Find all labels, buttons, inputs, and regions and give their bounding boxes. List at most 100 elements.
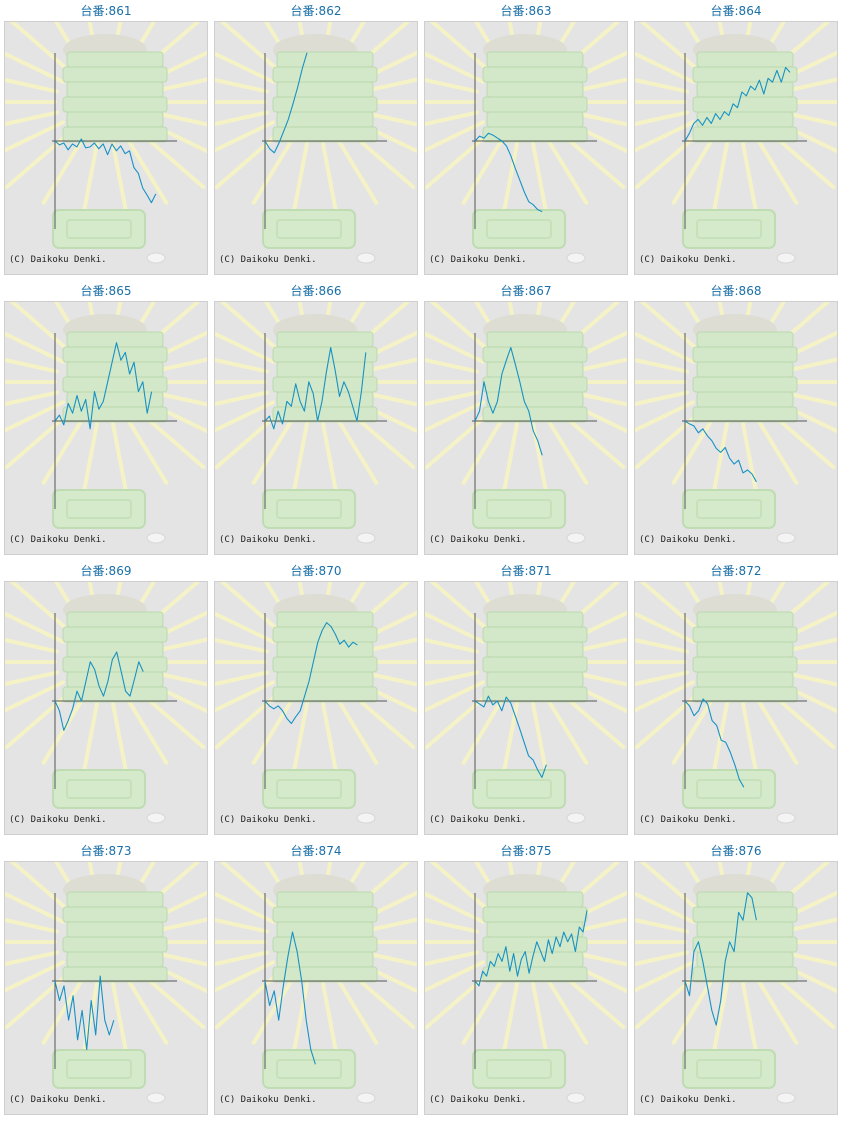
- sun-ray: [530, 417, 549, 496]
- tray-inner: [66, 1059, 132, 1079]
- box-stack-layer: [486, 111, 584, 128]
- box-stack-layer: [692, 936, 798, 953]
- graph-panel: (C) Daikoku Denki.: [214, 301, 418, 555]
- machine-number-title: 台番:874: [290, 844, 342, 858]
- box-stack-layer: [276, 891, 374, 908]
- sun-ray: [215, 357, 270, 374]
- sun-ray: [753, 974, 800, 1047]
- box-stack-layer: [482, 376, 588, 393]
- sun-ray: [635, 110, 690, 127]
- tray-inner: [696, 779, 762, 799]
- machine-number-title: 台番:865: [80, 284, 132, 298]
- sun-ray: [740, 697, 759, 776]
- coin-icon: [566, 1092, 586, 1104]
- sun-ray: [425, 110, 480, 127]
- box-stack-layer: [66, 921, 164, 938]
- copyright-credit: (C) Daikoku Denki.: [639, 815, 737, 825]
- box-stack-layer: [276, 671, 374, 688]
- machine-graph-card: 台番:872 (C) Daikoku Denki.: [634, 560, 838, 836]
- payout-series-line: [54, 651, 144, 731]
- sun-ray: [780, 77, 837, 94]
- machine-number-title: 台番:866: [290, 284, 342, 298]
- sun-ray: [425, 400, 485, 433]
- payout-series-line: [474, 910, 588, 987]
- box-stack-layer: [272, 686, 378, 703]
- sun-ray: [635, 611, 695, 644]
- payout-graph: [5, 302, 207, 544]
- sun-ray: [9, 582, 75, 636]
- sun-ray: [543, 414, 590, 487]
- coin-icon: [356, 252, 376, 264]
- sun-ray: [40, 134, 87, 207]
- background-illustration: [425, 582, 627, 824]
- box-stack-layer: [276, 331, 374, 348]
- tray-inner: [486, 219, 552, 239]
- coin-icon: [776, 252, 796, 264]
- sun-ray: [635, 891, 695, 924]
- machine-graph-card: 台番:869 (C) Daikoku Denki.: [4, 560, 208, 836]
- sun-ray: [5, 950, 60, 967]
- box-stack-layer: [272, 126, 378, 143]
- tray-inner: [486, 779, 552, 799]
- sun-ray: [150, 950, 207, 967]
- sun-ray: [320, 697, 339, 776]
- box-stack-layer: [692, 376, 798, 393]
- sun-ray: [429, 862, 495, 916]
- coin-icon: [146, 1092, 166, 1104]
- sun-ray: [711, 137, 730, 216]
- box-stack-layer: [696, 331, 794, 348]
- copyright-credit: (C) Daikoku Denki.: [429, 1095, 527, 1105]
- machine-number-title: 台番:862: [290, 4, 342, 18]
- box-stack-layer: [696, 921, 794, 938]
- sun-ray: [40, 414, 87, 487]
- sun-ray: [570, 77, 627, 94]
- sun-ray: [5, 968, 75, 1030]
- copyright-credit: (C) Daikoku Denki.: [9, 535, 107, 545]
- machine-number-title: 台番:876: [710, 844, 762, 858]
- sun-ray: [639, 22, 705, 76]
- background-illustration: [215, 302, 417, 544]
- sun-ray: [360, 77, 417, 94]
- box-stack-layer: [62, 126, 168, 143]
- sun-ray: [215, 110, 270, 127]
- sun-ray: [250, 974, 297, 1047]
- box-stack-layer: [66, 51, 164, 68]
- sun-ray: [425, 917, 480, 934]
- sun-ray: [215, 120, 275, 153]
- box-stack-layer: [692, 656, 798, 673]
- box-stack-layer: [276, 951, 374, 968]
- box-stack-layer: [696, 641, 794, 658]
- box-stack-layer: [272, 346, 378, 363]
- sun-ray: [635, 637, 690, 654]
- box-stack-layer: [62, 966, 168, 983]
- box-stack-layer: [272, 626, 378, 643]
- copyright-credit: (C) Daikoku Denki.: [219, 1095, 317, 1105]
- coin-icon: [146, 252, 166, 264]
- coin-icon: [146, 532, 166, 544]
- copyright-credit: (C) Daikoku Denki.: [429, 815, 527, 825]
- tray-inner: [696, 499, 762, 519]
- box-stack-layer: [482, 686, 588, 703]
- machine-graph-card: 台番:873 (C) Daikoku Denki.: [4, 840, 208, 1116]
- sun-ray: [215, 688, 285, 750]
- box-stack-layer: [692, 66, 798, 83]
- sun-ray: [460, 694, 507, 767]
- sun-ray: [570, 637, 627, 654]
- coin-icon: [356, 532, 376, 544]
- box-stack-layer: [482, 656, 588, 673]
- sun-ray: [425, 950, 480, 967]
- sun-ray: [635, 331, 695, 364]
- box-stack-layer: [272, 906, 378, 923]
- sun-ray: [543, 694, 590, 767]
- graph-panel: (C) Daikoku Denki.: [424, 581, 628, 835]
- background-illustration: [215, 862, 417, 1104]
- sun-ray: [425, 688, 495, 750]
- payout-series-line: [684, 698, 745, 788]
- sun-ray: [291, 137, 310, 216]
- payout-graph: [215, 862, 417, 1104]
- copyright-credit: (C) Daikoku Denki.: [429, 535, 527, 545]
- sun-ray: [501, 417, 520, 496]
- background-illustration: [5, 582, 207, 824]
- box-stack-layer: [692, 346, 798, 363]
- machine-graph-card: 台番:870 (C) Daikoku Denki.: [214, 560, 418, 836]
